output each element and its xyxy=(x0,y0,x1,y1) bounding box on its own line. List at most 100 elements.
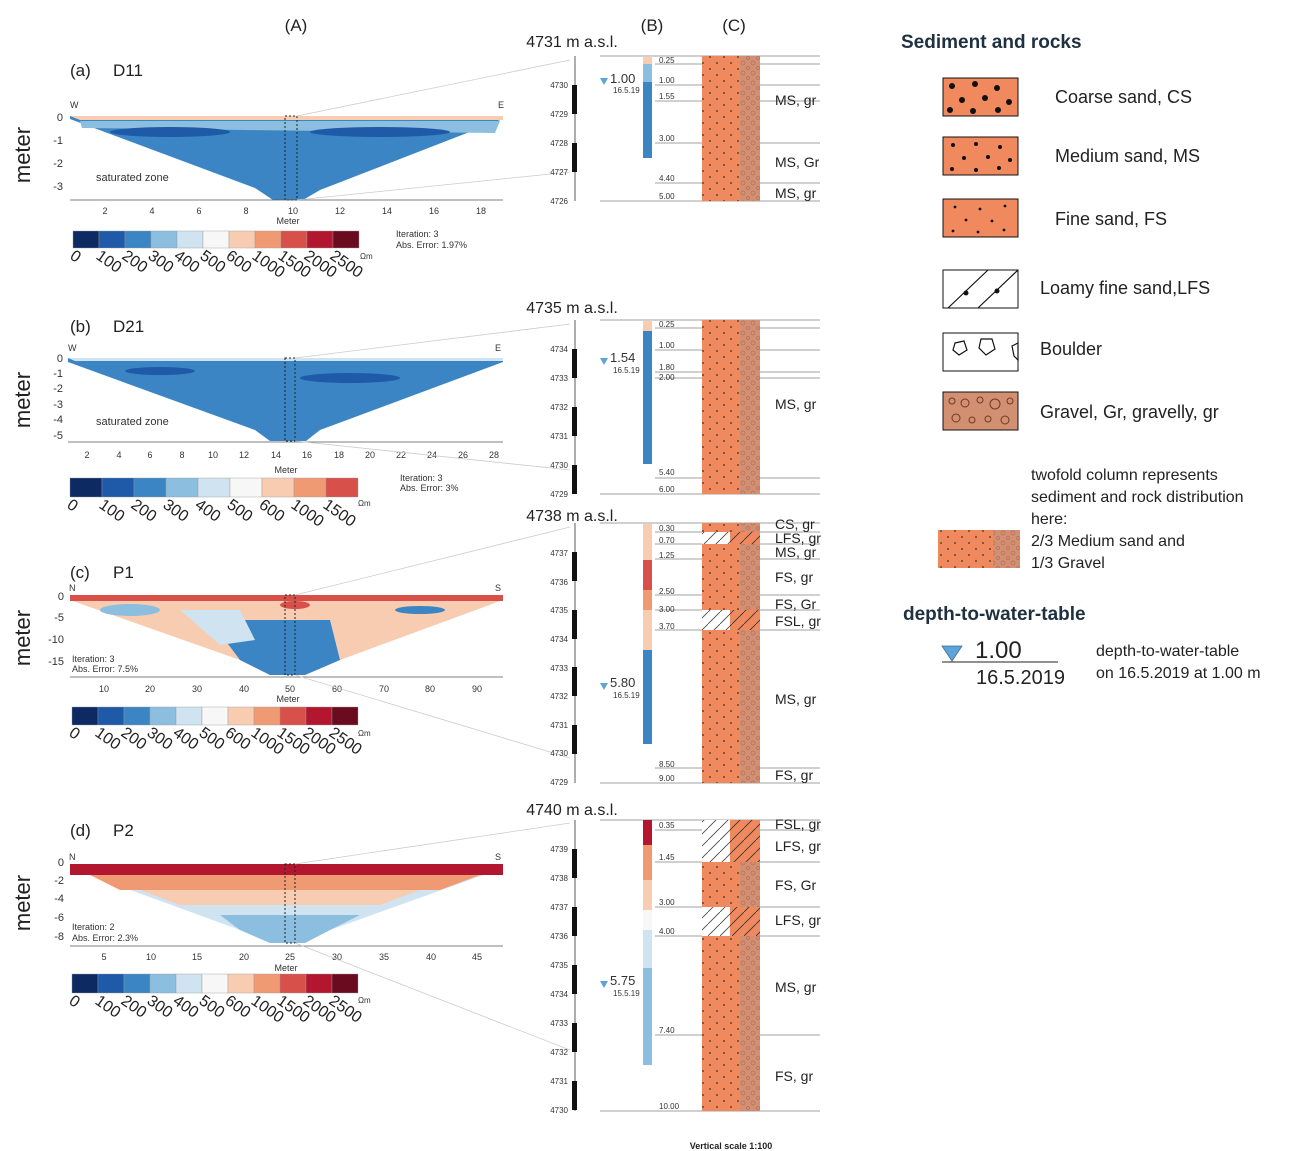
lithology-label: FS, gr xyxy=(775,767,813,783)
colorbar-swatch xyxy=(97,973,125,994)
colorbar-swatch xyxy=(69,477,103,498)
panel-d-name: P2 xyxy=(113,821,134,840)
loamy-fine-sand-swatch xyxy=(942,269,1019,309)
x-tick: 20 xyxy=(145,684,155,694)
elev-tick: 4730 xyxy=(550,81,568,90)
colorbar-swatch xyxy=(305,706,333,726)
colorbar-swatch xyxy=(280,230,308,249)
lithology-label: CS, gr xyxy=(775,516,815,532)
panel-a-tag: (a) xyxy=(70,61,91,80)
elev-tick: 4733 xyxy=(550,664,568,673)
panel-a: (a) D11 meter W E 0 -1 -2 -3 saturated z… xyxy=(10,61,504,282)
colorbar-swatch xyxy=(331,706,359,726)
colorbar-tick-label: 100 xyxy=(96,496,128,525)
x-tick: 16 xyxy=(302,450,312,460)
panel-a-iteration: Iteration: 3 xyxy=(396,229,439,239)
column-header-c: (C) xyxy=(722,16,746,35)
colorbar-swatch xyxy=(123,973,151,994)
panel-d-right-dir: S xyxy=(495,852,501,862)
elev-tick: 4736 xyxy=(550,932,568,941)
colorbar-swatch xyxy=(71,973,99,994)
colorbar-tick-label: 500 xyxy=(196,724,228,753)
colorbar-tick-label: 500 xyxy=(197,247,229,276)
panel-d-xaxis: 5 10 15 20 25 30 35 40 45 xyxy=(101,952,482,962)
x-tick: 6 xyxy=(196,206,201,216)
x-tick: 24 xyxy=(427,450,437,460)
colorbar-swatch xyxy=(201,973,229,994)
depth-label: 8.50 xyxy=(659,760,675,769)
colorbar-swatch xyxy=(202,230,230,249)
elev-tick: 4737 xyxy=(550,549,568,558)
depth-label: 0.25 xyxy=(659,56,675,65)
panel-d-left-dir: N xyxy=(69,852,76,862)
y-tick: -3 xyxy=(53,399,63,411)
colorbar-swatch xyxy=(253,973,281,994)
vertical-scale-note: Vertical scale 1:100 xyxy=(690,1141,773,1151)
depth-label: 1.80 xyxy=(659,363,675,372)
water-table-icon xyxy=(600,981,608,988)
x-tick: 4 xyxy=(116,450,121,460)
water-table-icon xyxy=(600,358,608,365)
x-tick: 10 xyxy=(208,450,218,460)
y-tick: -5 xyxy=(54,612,64,624)
elev-tick: 4729 xyxy=(550,490,568,499)
panel-a-unit: Ωm xyxy=(360,252,373,261)
colorbar-tick-label: 400 xyxy=(192,496,224,525)
x-tick: 35 xyxy=(379,952,389,962)
colorbar-tick-label: 0 xyxy=(67,247,84,266)
panel-a-right-dir: E xyxy=(498,100,504,110)
panel-d-ylabel: meter xyxy=(10,875,35,931)
depth-label: 1.00 xyxy=(659,76,675,85)
y-tick: -6 xyxy=(54,912,64,924)
borehole-d-elevation: 4740 m a.s.l. xyxy=(526,802,618,819)
x-tick: 10 xyxy=(99,684,109,694)
colorbar-swatch xyxy=(279,973,307,994)
borehole-d: 4740 m a.s.l. 4739 4738 4737 4736 4735 4… xyxy=(526,802,821,1115)
borehole-b-water-level: 1.54 xyxy=(610,350,635,365)
legend-item-label: Coarse sand, CS xyxy=(1055,87,1192,107)
x-tick: 18 xyxy=(476,206,486,216)
panel-d-yaxis: 0 -2 -4 -6 -8 xyxy=(54,857,64,943)
elev-tick: 4736 xyxy=(550,578,568,587)
colorbar-swatch xyxy=(306,230,334,249)
panel-b-iteration: Iteration: 3 xyxy=(400,473,443,483)
lithology-label: MS, gr xyxy=(775,691,817,707)
twofold-note: here: xyxy=(1031,511,1067,528)
depth-label: 2.50 xyxy=(659,587,675,596)
panel-b-yaxis: 0 -1 -2 -3 -4 -5 xyxy=(53,353,63,442)
y-tick: -3 xyxy=(53,181,63,193)
panel-d-error: Abs. Error: 2.3% xyxy=(72,933,138,943)
colorbar-tick-label: 300 xyxy=(144,724,176,753)
x-tick: 70 xyxy=(379,684,389,694)
lithology-label: FS, Gr xyxy=(775,596,817,612)
colorbar-tick-label: 200 xyxy=(119,247,151,276)
fine-sand-swatch xyxy=(942,198,1019,238)
colorbar-tick-label: 400 xyxy=(170,992,202,1021)
panel-c-tag: (c) xyxy=(70,563,90,582)
elev-tick: 4727 xyxy=(550,168,568,177)
borehole-c-elevation: 4738 m a.s.l. xyxy=(526,508,618,525)
legend-item-label: Gravel, Gr, gravelly, gr xyxy=(1040,402,1219,422)
colorbar-swatch xyxy=(229,477,263,498)
colorbar-swatch xyxy=(305,973,333,994)
elev-tick: 4737 xyxy=(550,903,568,912)
colorbar-swatch xyxy=(98,230,126,249)
connector-lines xyxy=(294,59,571,1051)
panel-d-xlabel: Meter xyxy=(274,963,297,973)
elev-tick: 4734 xyxy=(550,345,568,354)
elev-tick: 4732 xyxy=(550,1048,568,1057)
x-tick: 2 xyxy=(84,450,89,460)
y-tick: 0 xyxy=(57,112,63,124)
depth-label: 1.00 xyxy=(659,341,675,350)
lithology-label: MS, gr xyxy=(775,979,817,995)
depth-label: 0.30 xyxy=(659,524,675,533)
borehole-b-elevation: 4735 m a.s.l. xyxy=(526,300,618,317)
depth-label: 6.00 xyxy=(659,485,675,494)
colorbar-tick-label: 1000 xyxy=(288,496,327,530)
panel-a-error: Abs. Error: 1.97% xyxy=(396,240,467,250)
colorbar-swatch xyxy=(175,706,203,726)
x-tick: 30 xyxy=(192,684,202,694)
borehole-d-water-level: 5.75 xyxy=(610,973,635,988)
x-tick: 18 xyxy=(334,450,344,460)
